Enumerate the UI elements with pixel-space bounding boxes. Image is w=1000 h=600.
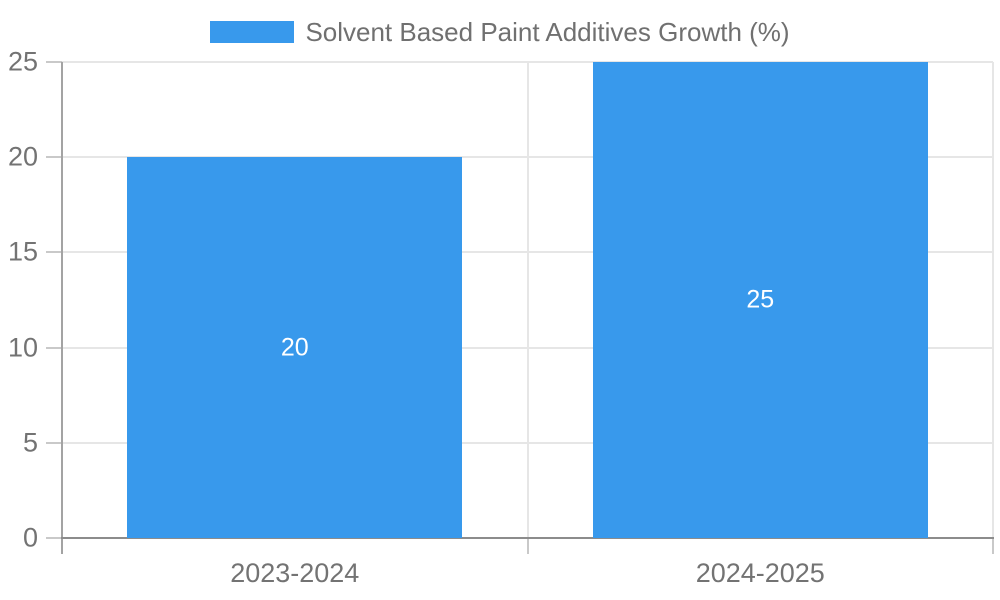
y-tick-mark [46, 537, 62, 539]
x-tick-mark [992, 538, 994, 554]
y-tick-mark [46, 251, 62, 254]
legend-label: Solvent Based Paint Additives Growth (%) [305, 16, 790, 47]
bar-2024-2025[interactable] [592, 62, 928, 538]
x-axis-tick-label: 2023-2024 [230, 558, 360, 588]
x-tick-mark [526, 538, 529, 554]
y-axis-tick-label: 10 [7, 332, 38, 363]
y-axis-tick-label: 0 [22, 522, 38, 553]
y-tick-mark [46, 61, 62, 63]
y-axis-tick-label: 5 [22, 427, 38, 458]
x-axis-line [61, 537, 994, 539]
y-axis-tick-label: 20 [7, 141, 38, 172]
y-axis-tick-label: 25 [7, 46, 38, 77]
x-gridline [992, 62, 994, 538]
legend[interactable]: Solvent Based Paint Additives Growth (%) [0, 16, 1000, 48]
y-axis-line [61, 62, 63, 554]
bar-value-label: 20 [280, 333, 309, 362]
x-gridline [526, 62, 529, 538]
y-tick-mark [46, 346, 62, 349]
y-tick-mark [46, 156, 62, 159]
bar-value-label: 25 [746, 285, 775, 314]
y-axis-tick-label: 15 [7, 236, 38, 267]
y-tick-mark [46, 441, 62, 444]
bar-2023-2024[interactable] [127, 157, 463, 538]
legend-swatch [210, 21, 295, 43]
x-axis-tick-label: 2024-2025 [695, 558, 825, 588]
